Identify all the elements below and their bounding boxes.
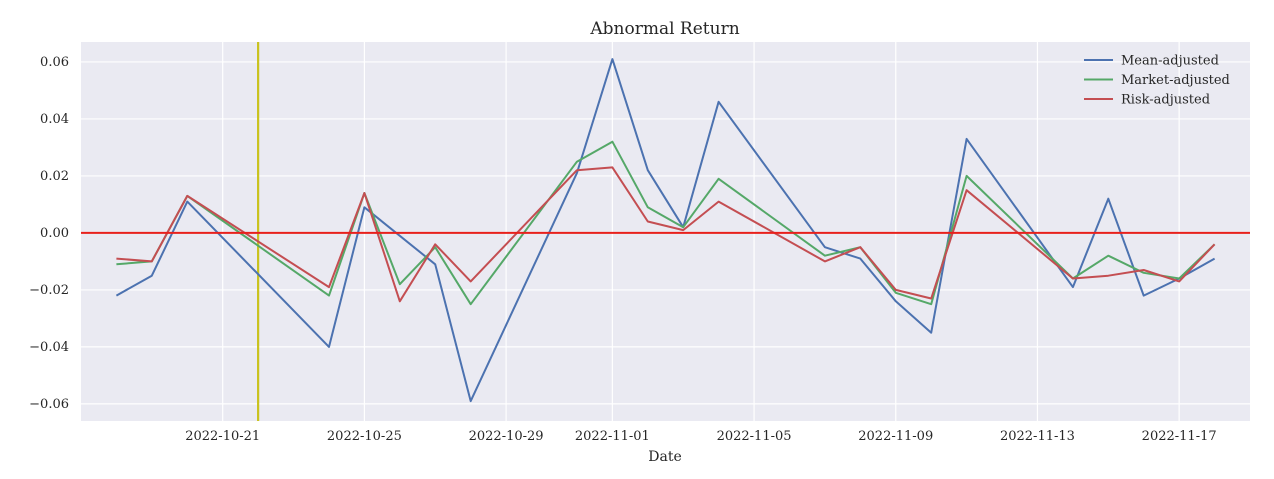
legend: Mean-adjusted Market-adjusted Risk-adjuste… <box>1084 54 1230 108</box>
y-tick-label: 0.04 <box>40 112 69 127</box>
y-tick-label: −0.04 <box>29 340 69 355</box>
x-tick-label: 2022-11-13 <box>1000 429 1075 444</box>
x-tick-label: 2022-11-17 <box>1142 429 1217 444</box>
legend-entry-label: Mean-adjusted <box>1121 54 1219 69</box>
plot-area <box>81 42 1250 421</box>
y-tick-label: −0.02 <box>29 283 69 298</box>
legend-entry-label: Risk-adjusted <box>1121 93 1210 108</box>
x-tick-label: 2022-10-21 <box>185 429 260 444</box>
y-tick-label: 0.02 <box>40 169 69 184</box>
y-tick-labels: −0.06 −0.04 −0.02 0.00 0.02 0.04 0.06 <box>29 55 69 412</box>
y-tick-label: −0.06 <box>29 397 69 412</box>
x-gridlines <box>222 42 1180 421</box>
x-tick-label: 2022-11-09 <box>858 429 933 444</box>
x-tick-labels: 2022-10-21 2022-10-25 2022-10-29 2022-11-01… <box>185 429 1216 444</box>
chart-title: Abnormal Return <box>589 19 739 39</box>
x-tick-label: 2022-10-29 <box>469 429 544 444</box>
series-lines <box>115 58 1216 403</box>
x-tick-label: 2022-11-05 <box>717 429 792 444</box>
legend-entry-label: Market-adjusted <box>1121 73 1230 88</box>
x-tick-label: 2022-10-25 <box>327 429 402 444</box>
y-tick-label: 0.00 <box>40 226 69 241</box>
x-tick-label: 2022-11-01 <box>575 429 650 444</box>
series-line-risk-adjusted <box>116 166 1216 303</box>
y-tick-label: 0.06 <box>40 55 69 70</box>
x-axis-label: Date <box>648 449 681 465</box>
series-line-mean-adjusted <box>115 58 1216 403</box>
